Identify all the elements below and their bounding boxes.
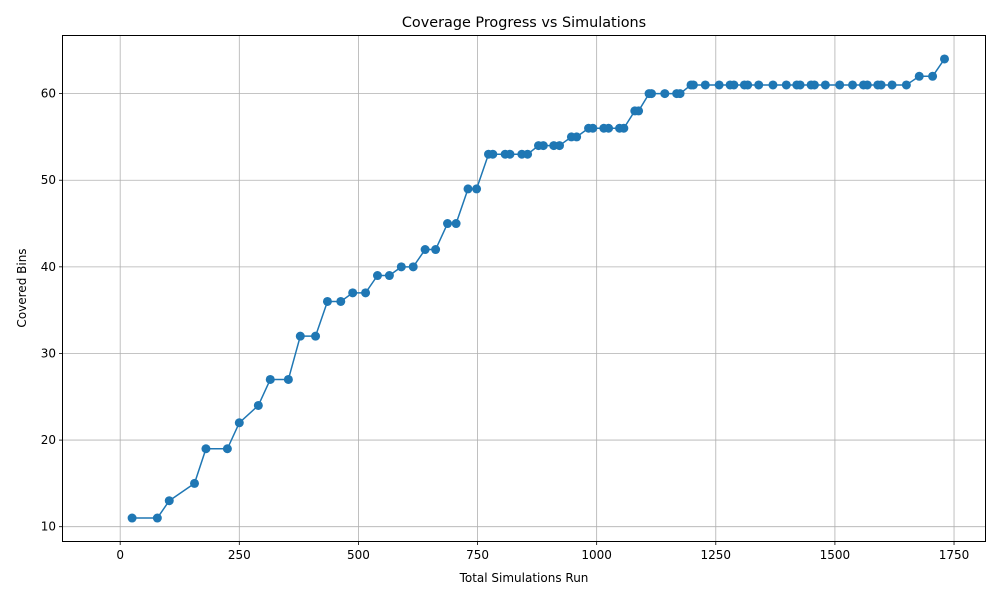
data-point <box>754 80 764 90</box>
data-point <box>634 106 644 116</box>
data-point <box>523 149 533 159</box>
data-point <box>538 141 548 151</box>
data-point <box>848 80 858 90</box>
data-point <box>619 123 629 133</box>
data-point <box>488 149 498 159</box>
data-point <box>862 80 872 90</box>
data-point <box>201 444 211 454</box>
data-point <box>675 89 685 99</box>
data-point <box>714 80 724 90</box>
data-point <box>164 496 174 506</box>
data-point <box>604 123 614 133</box>
data-point <box>835 80 845 90</box>
data-point <box>253 400 263 410</box>
x-tick-label: 1500 <box>820 548 851 562</box>
data-point <box>265 374 275 384</box>
y-tick-label: 60 <box>41 87 56 101</box>
data-point <box>431 245 441 255</box>
data-point <box>234 418 244 428</box>
data-point <box>646 89 656 99</box>
x-tick-label: 1250 <box>701 548 732 562</box>
data-point <box>809 80 819 90</box>
data-point <box>372 271 382 281</box>
data-point <box>939 54 949 64</box>
data-point <box>768 80 778 90</box>
x-axis-ticks: 0 250 500 750 1000 1250 1500 1750 <box>116 541 969 562</box>
plot-frame <box>62 35 986 542</box>
data-point <box>688 80 698 90</box>
data-point <box>396 262 406 272</box>
data-markers <box>127 54 949 523</box>
data-point <box>311 331 321 341</box>
data-point <box>554 141 564 151</box>
data-point <box>588 123 598 133</box>
data-point <box>127 513 137 523</box>
x-tick-label: 1750 <box>939 548 970 562</box>
data-point <box>361 288 371 298</box>
data-point <box>876 80 886 90</box>
data-point <box>887 80 897 90</box>
x-tick-label: 1000 <box>581 548 612 562</box>
y-tick-label: 40 <box>41 260 56 274</box>
y-tick-label: 50 <box>41 173 56 187</box>
data-point <box>660 89 670 99</box>
y-tick-label: 10 <box>41 520 56 534</box>
x-axis-title: Total Simulations Run <box>459 571 589 585</box>
y-tick-label: 30 <box>41 346 56 360</box>
data-point <box>222 444 232 454</box>
data-point <box>451 219 461 229</box>
data-point <box>463 184 473 194</box>
data-point <box>348 288 358 298</box>
data-point <box>283 374 293 384</box>
data-point <box>729 80 739 90</box>
data-point <box>901 80 911 90</box>
chart-title: Coverage Progress vs Simulations <box>402 15 646 31</box>
data-point <box>820 80 830 90</box>
data-point <box>700 80 710 90</box>
y-tick-label: 20 <box>41 433 56 447</box>
x-tick-label: 750 <box>466 548 489 562</box>
y-axis-title: Covered Bins <box>15 248 29 327</box>
data-point <box>928 71 938 81</box>
data-point <box>572 132 582 142</box>
x-tick-label: 250 <box>228 548 251 562</box>
data-point <box>322 296 332 306</box>
x-tick-label: 500 <box>347 548 370 562</box>
data-point <box>505 149 515 159</box>
data-point <box>914 71 924 81</box>
data-point <box>152 513 162 523</box>
data-point <box>795 80 805 90</box>
data-point <box>295 331 305 341</box>
data-point <box>408 262 418 272</box>
x-tick-label: 0 <box>116 548 124 562</box>
data-point <box>472 184 482 194</box>
grid-lines <box>63 36 985 541</box>
y-axis-ticks: 10 20 30 40 50 60 <box>41 87 63 534</box>
data-point <box>384 271 394 281</box>
data-point <box>336 296 346 306</box>
data-point <box>190 478 200 488</box>
data-point <box>743 80 753 90</box>
data-point <box>443 219 453 229</box>
data-point <box>420 245 430 255</box>
data-point <box>781 80 791 90</box>
